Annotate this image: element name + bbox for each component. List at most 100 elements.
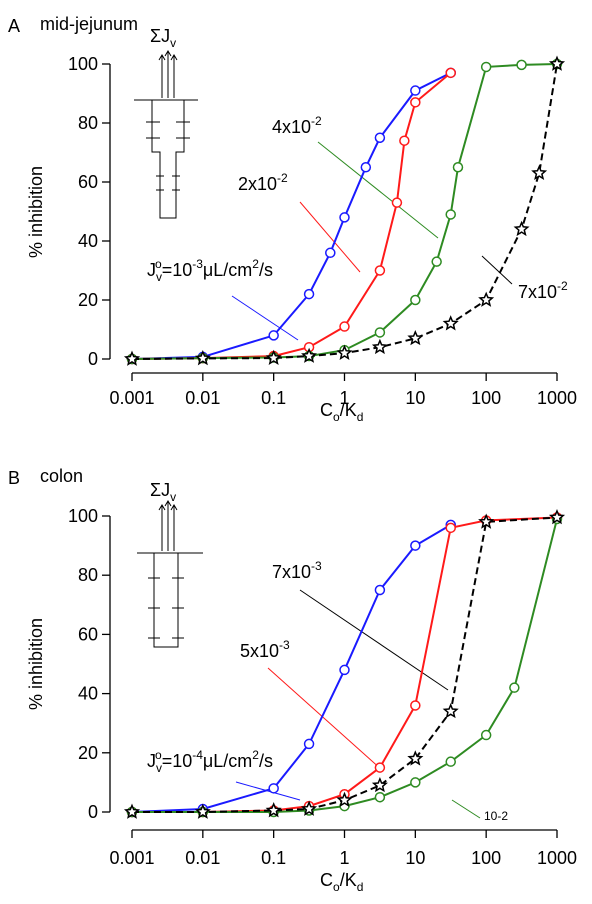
inset-label-part: v — [170, 36, 176, 50]
x-tick-label: 0.1 — [261, 388, 286, 408]
annotation-part: =10 — [162, 260, 193, 280]
x-axis-label-part: o — [333, 410, 340, 424]
y-tick-label: 20 — [78, 290, 98, 310]
annotation-part: -2 — [497, 809, 508, 823]
star-marker — [513, 220, 530, 237]
panel-title: mid-jejunum — [40, 14, 138, 34]
series-line — [131, 63, 558, 360]
annotation-part: μL/cm — [203, 260, 252, 280]
y-tick-label: 60 — [78, 172, 98, 192]
star-marker — [123, 803, 141, 819]
star-marker — [194, 349, 211, 366]
x-axis-label-part: o — [333, 880, 340, 894]
circle-marker — [391, 197, 403, 208]
annotation-part: 4x10 — [272, 117, 311, 137]
star-marker — [194, 803, 211, 819]
circle-marker — [339, 321, 350, 332]
annotation-part: o — [155, 257, 162, 271]
annotation-part: =10 — [162, 751, 193, 771]
circle-marker — [374, 265, 386, 276]
y-tick-label: 80 — [78, 113, 98, 133]
leader-line — [267, 667, 383, 771]
annotation-part: v — [156, 270, 162, 284]
inset-label: ΣJv — [150, 26, 176, 50]
annotation-part: -2 — [557, 279, 568, 293]
y-tick-label: 100 — [68, 506, 98, 526]
inset-label-part: ΣJ — [150, 26, 170, 46]
annotation-part: 10 — [484, 809, 498, 823]
inset-label-part: ΣJ — [150, 480, 170, 500]
panel-label: B — [8, 468, 20, 488]
inset-label: ΣJv — [150, 480, 176, 504]
leader-line — [299, 201, 361, 273]
star-marker — [407, 750, 424, 766]
circle-marker — [452, 162, 464, 173]
x-axis-label: Co/Kd — [320, 400, 363, 424]
annotation-part: -4 — [192, 748, 203, 762]
circle-marker — [445, 522, 456, 534]
star-marker — [371, 776, 388, 793]
x-tick-label: 0.01 — [185, 388, 220, 408]
leader-line — [231, 295, 299, 341]
leader-line — [299, 589, 449, 691]
star-marker — [478, 291, 495, 307]
annotation-part: μL/cm — [203, 751, 252, 771]
series-line — [131, 72, 452, 360]
y-tick-label: 80 — [78, 565, 98, 585]
circle-marker — [410, 700, 421, 711]
circle-marker — [509, 682, 520, 693]
star-marker — [336, 344, 353, 361]
x-tick-label: 1000 — [537, 848, 577, 868]
circle-marker — [410, 97, 421, 108]
circle-marker — [374, 132, 386, 143]
star-marker — [123, 350, 141, 366]
y-tick-label: 100 — [68, 54, 98, 74]
circle-marker — [410, 294, 421, 306]
schematic-a — [134, 50, 198, 219]
star-marker — [407, 329, 424, 346]
leader-line — [451, 799, 481, 819]
star-marker — [301, 347, 318, 363]
y-axis-label: % inhibition — [26, 166, 46, 258]
y-tick-label: 20 — [78, 743, 98, 763]
x-tick-label: 0.001 — [109, 388, 154, 408]
x-axis-label: Co/Kd — [320, 870, 363, 894]
annotation: 5x10-3 — [240, 638, 290, 661]
inset-label-part: v — [170, 490, 176, 504]
circle-marker — [374, 791, 386, 803]
annotation: 7x10-2 — [518, 279, 568, 302]
circle-marker — [303, 288, 315, 300]
x-tick-label: 1000 — [537, 388, 577, 408]
x-axis-label-part: C — [320, 400, 333, 420]
circle-marker — [374, 584, 386, 596]
circle-marker — [303, 738, 315, 750]
annotation-part: -3 — [279, 638, 290, 652]
series-line — [131, 524, 452, 813]
circle-marker — [374, 762, 386, 773]
y-tick-label: 40 — [78, 684, 98, 704]
annotation: 7x10-3 — [272, 559, 322, 582]
circle-marker — [431, 256, 442, 267]
x-tick-label: 0.01 — [185, 848, 220, 868]
annotation: Jvo=10-3μL/cm2/s — [147, 257, 273, 284]
x-axis-label-part: /K — [340, 870, 357, 890]
annotation-part: o — [155, 748, 162, 762]
star-marker — [548, 55, 566, 71]
annotation-part: -2 — [277, 171, 288, 185]
x-tick-label: 0.001 — [109, 848, 154, 868]
x-tick-label: 10 — [405, 848, 425, 868]
star-marker — [301, 800, 318, 816]
circle-marker — [325, 247, 336, 259]
star-marker — [531, 164, 548, 180]
star-marker — [478, 513, 495, 529]
leader-line — [317, 141, 439, 239]
circle-marker — [445, 756, 456, 767]
circle-marker — [480, 729, 492, 741]
annotation: 10-2 — [484, 809, 508, 823]
annotation-part: 2 — [252, 257, 259, 271]
annotation-part: J — [147, 751, 156, 771]
x-tick-label: 1 — [339, 388, 349, 408]
annotation-part: 2 — [252, 748, 259, 762]
annotation-part: 2x10 — [238, 174, 277, 194]
circle-marker — [374, 327, 386, 338]
